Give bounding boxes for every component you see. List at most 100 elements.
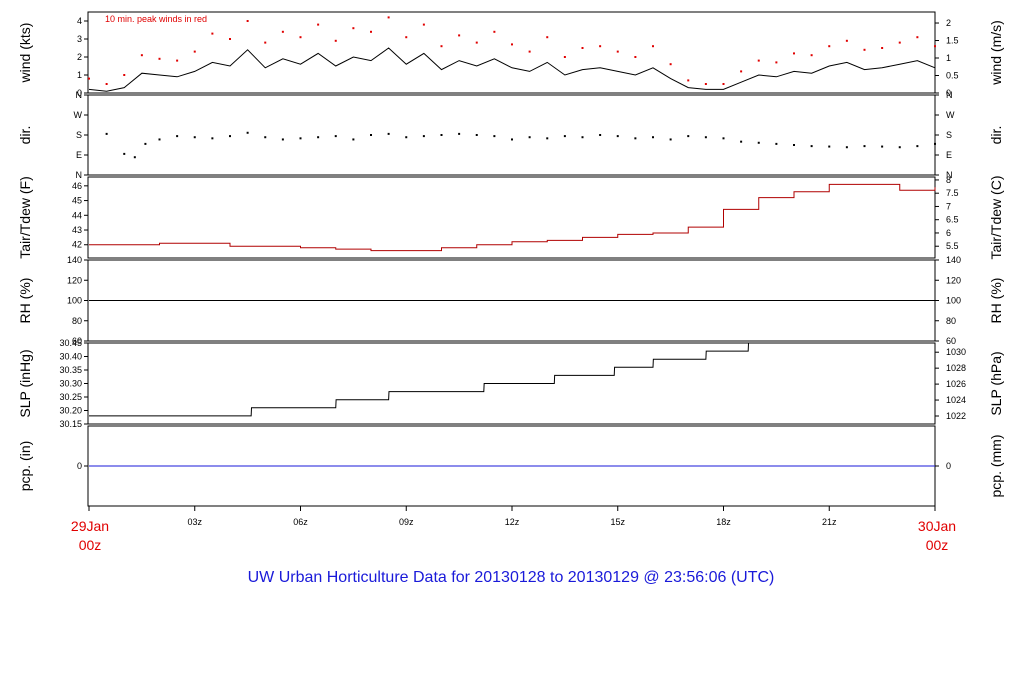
direction-point <box>123 152 126 155</box>
direction-point <box>722 137 725 140</box>
peak-wind-point <box>616 50 619 53</box>
direction-point <box>669 138 672 141</box>
direction-point <box>775 142 778 145</box>
time-tick-label: 12z <box>505 517 520 527</box>
y-right-tick-label: 0 <box>946 461 951 471</box>
peak-wind-point <box>458 34 461 37</box>
y-right-tick-label: 6 <box>946 228 951 238</box>
direction-point <box>616 135 619 138</box>
time-tick-label: 06z <box>293 517 308 527</box>
y-tick-label: 2 <box>77 52 82 62</box>
y-right-tick-label: 0.5 <box>946 71 959 81</box>
humidity-panel: 60 80 100 120 140 60 80 100 120 140 RH (%) RH (%) <box>17 255 1004 346</box>
y-tick-label: 30.20 <box>59 406 82 416</box>
direction-point <box>546 137 549 140</box>
y-right-tick-label: 1028 <box>946 363 966 373</box>
direction-point <box>158 138 161 141</box>
direction-point <box>652 136 654 139</box>
peak-wind-point <box>334 39 337 42</box>
y-tick-label: W <box>74 110 83 120</box>
direction-point <box>352 138 355 141</box>
y-axis-label: pcp. (in) <box>17 441 33 492</box>
peak-wind-point <box>845 39 848 42</box>
direction-point <box>757 141 760 144</box>
y-right-tick-label: 8 <box>946 175 951 185</box>
peak-wind-point <box>475 41 478 44</box>
peak-wind-point <box>264 41 267 44</box>
direction-point <box>934 142 936 145</box>
peak-wind-point <box>528 50 531 53</box>
peak-wind-point <box>934 45 936 48</box>
y-tick-label: N <box>76 90 83 100</box>
y-tick-label: 3 <box>77 34 82 44</box>
direction-point <box>863 145 866 148</box>
peak-wind-point <box>511 43 513 46</box>
direction-point <box>422 135 425 138</box>
peak-wind-point <box>193 50 196 53</box>
peak-wind-point <box>704 83 707 85</box>
peak-wind-annotation: 10 min. peak winds in red <box>105 14 207 24</box>
y-right-tick-label: 7 <box>946 201 951 211</box>
y-right-tick-label: 60 <box>946 336 956 346</box>
peak-wind-point <box>599 45 602 48</box>
peak-wind-point <box>88 77 90 80</box>
peak-wind-point <box>581 47 584 49</box>
direction-point <box>144 142 147 145</box>
peak-wind-point <box>299 36 302 39</box>
y-tick-label: 30.45 <box>59 338 82 348</box>
precipitation-panel: 0 0 pcp. (in) pcp. (mm) <box>17 435 1004 498</box>
direction-point <box>133 156 136 159</box>
direction-point <box>246 131 249 134</box>
direction-point <box>176 135 179 138</box>
y-tick-label: 4 <box>77 16 82 26</box>
direction-point <box>317 136 320 139</box>
direction-point <box>387 132 390 135</box>
direction-point <box>528 136 531 139</box>
direction-point <box>599 134 602 136</box>
y-right-tick-label: S <box>946 130 952 140</box>
temperature-line <box>89 183 936 252</box>
direction-point <box>793 144 795 146</box>
direction-point <box>229 135 231 138</box>
temperature-panel: 42 43 44 45 46 5.5 6 6.5 7 7.5 8 Tair/Tdew (F) Tair/… <box>17 175 1004 260</box>
y-tick-label: 45 <box>72 196 82 206</box>
y-right-tick-label: 80 <box>946 316 956 326</box>
direction-point <box>334 135 337 138</box>
peak-wind-point <box>211 32 214 35</box>
peak-wind-point <box>105 83 108 85</box>
peak-wind-point <box>669 63 672 66</box>
y-axis-label-right: dir. <box>988 126 1004 145</box>
peak-wind-point <box>740 70 743 73</box>
y-right-tick-label: W <box>946 110 955 120</box>
peak-wind-point <box>775 61 778 64</box>
direction-point <box>475 134 478 136</box>
y-right-tick-label: 1022 <box>946 411 966 421</box>
y-tick-label: 30.35 <box>59 365 82 375</box>
wind-panel-frame <box>87 11 936 94</box>
y-right-tick-label: 2 <box>946 18 951 28</box>
y-right-tick-label: 1 <box>946 53 951 63</box>
direction-point <box>211 137 214 140</box>
y-tick-label: 1 <box>77 70 82 80</box>
direction-panel-frame <box>87 94 936 176</box>
peak-wind-point <box>810 54 813 57</box>
peak-wind-point <box>370 30 372 33</box>
y-tick-label: N <box>76 170 83 180</box>
direction-point <box>440 134 443 136</box>
direction-point <box>563 135 566 138</box>
peak-wind-point <box>352 27 355 30</box>
peak-wind-point <box>863 48 866 51</box>
y-axis-label: RH (%) <box>17 278 33 324</box>
start-date-label: 29Jan <box>71 518 109 534</box>
direction-point <box>687 135 690 138</box>
peak-wind-point <box>317 23 320 26</box>
time-tick-label: 15z <box>610 517 625 527</box>
y-right-tick-label: 0 <box>946 88 951 98</box>
direction-point <box>810 145 813 148</box>
y-right-tick-label: 120 <box>946 275 961 285</box>
direction-point <box>581 136 584 139</box>
y-tick-label: 30.30 <box>59 379 82 389</box>
direction-point <box>493 135 496 138</box>
time-tick-label: 18z <box>716 517 731 527</box>
